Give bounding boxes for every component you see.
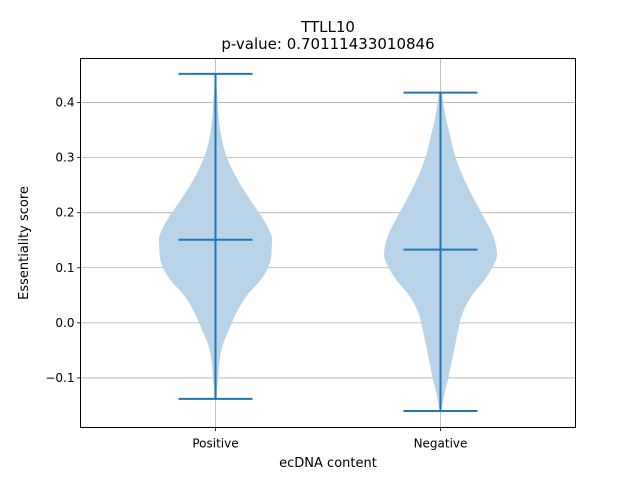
y-tick-label: −0.1 (45, 371, 74, 385)
plot-area-frame (80, 58, 576, 428)
chart-subtitle: p-value: 0.70111433010846 (221, 35, 434, 53)
y-tick-label: 0.2 (55, 206, 74, 220)
axis-ticks: −0.1 0.0 0.1 0.2 0.3 0.4 Positive Negative (45, 96, 467, 451)
y-axis-label: Essentiality score (17, 186, 32, 300)
x-tick-label: Negative (414, 437, 468, 451)
y-tick-label: 0.0 (55, 316, 74, 330)
chart-title: TTLL10 (300, 18, 355, 36)
x-tick-label: Positive (192, 437, 238, 451)
y-tick-label: 0.1 (55, 261, 74, 275)
y-tick-label: 0.3 (55, 151, 74, 165)
x-axis-label: ecDNA content (279, 456, 377, 471)
grid-lines (80, 58, 576, 428)
violins (158, 72, 497, 412)
y-tick-label: 0.4 (55, 96, 74, 110)
